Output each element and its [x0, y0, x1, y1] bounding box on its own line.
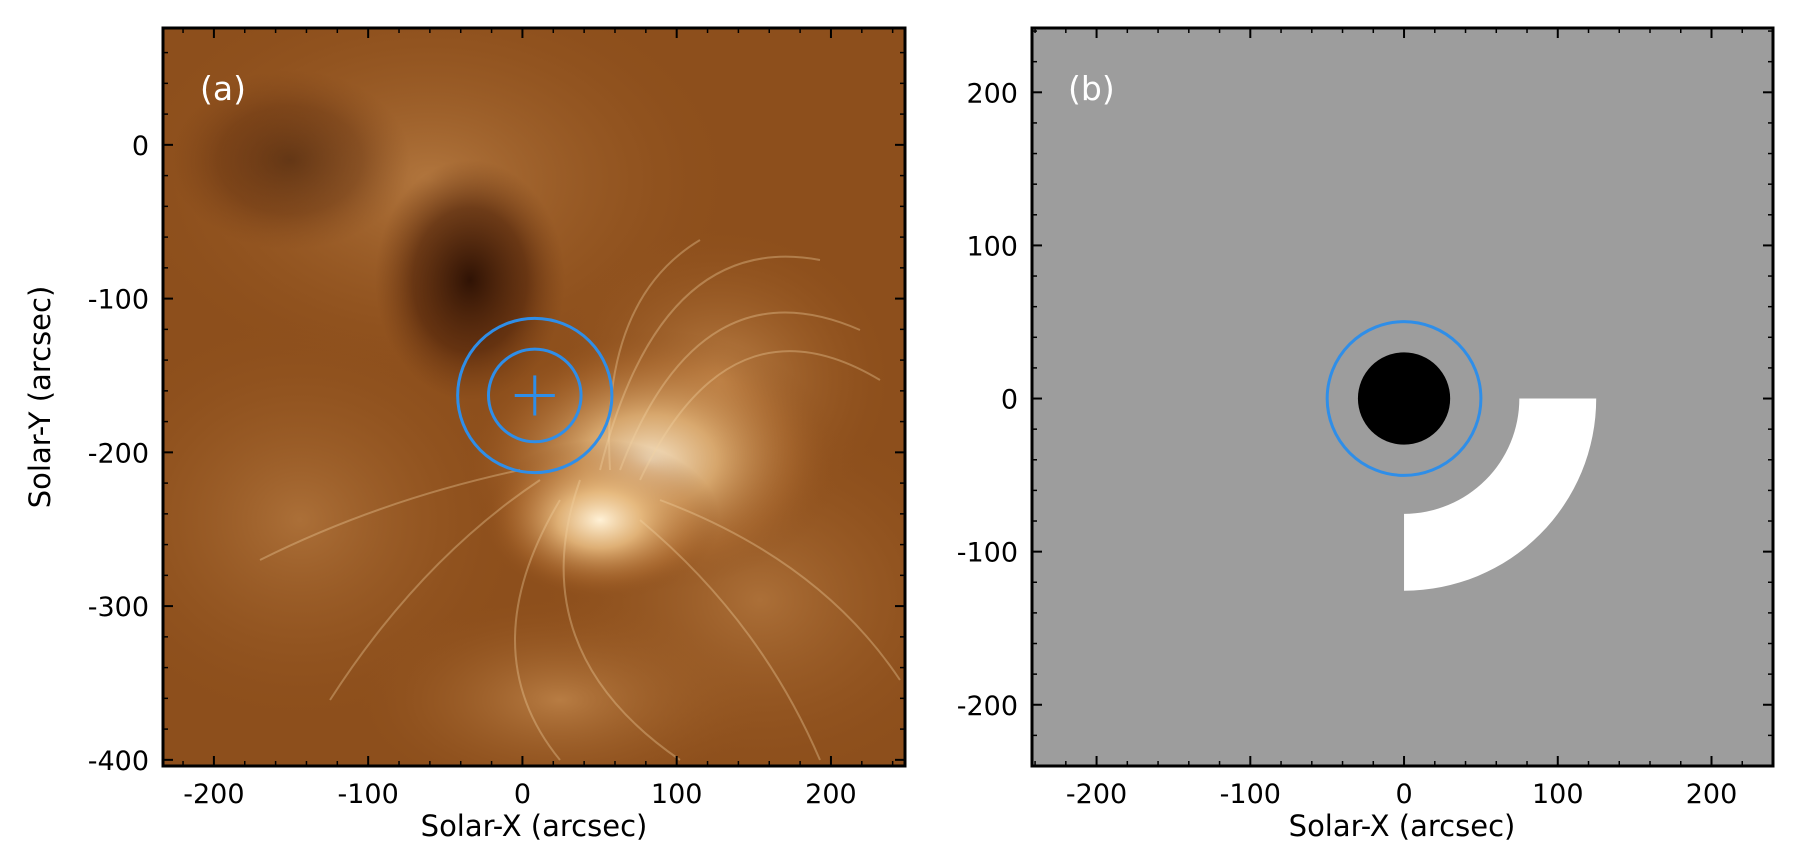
panel-b: -200 -100 0 100 200 200 100 0 -100 -200 (b) Solar…: [957, 26, 1775, 843]
x-tick-label: -200: [183, 779, 244, 810]
plot-frame-b: [1030, 26, 1775, 768]
x-tick-label: 0: [514, 779, 531, 810]
outer-circle-overlay: [456, 316, 614, 475]
panel-label-b: (b): [1068, 69, 1115, 108]
x-axis-label-a: Solar-X (arcsec): [421, 809, 648, 843]
y-tick-label: 0: [132, 131, 149, 162]
y-tick-label: -100: [957, 538, 1018, 569]
y-tick-label: 100: [966, 231, 1018, 262]
white-annulus-sector: [1404, 398, 1597, 591]
x-tick-label: -200: [1066, 779, 1127, 810]
coronal-image: [163, 28, 905, 766]
black-disk: [1357, 352, 1451, 445]
x-tick-label: 0: [1395, 779, 1412, 810]
x-axis-label-b: Solar-X (arcsec): [1289, 809, 1516, 843]
plot-frame-a: [161, 26, 907, 768]
y-tick-label: -100: [88, 285, 149, 316]
y-tick-label: -200: [88, 438, 149, 469]
circle-overlay-b: [1325, 320, 1483, 477]
x-tick-label: 100: [1532, 779, 1584, 810]
x-tick-label: 200: [1686, 779, 1738, 810]
inner-circle-overlay: [486, 347, 583, 444]
ticks-a: -200 -100 0 100 200 0 -100 -200 -300 -400: [88, 28, 905, 810]
panel-a: -200 -100 0 100 200 0 -100 -200 -300 -400 (a) Sol…: [23, 26, 907, 843]
x-tick-label: 200: [805, 779, 857, 810]
y-tick-label: 0: [1001, 385, 1018, 416]
y-tick-label: 200: [966, 78, 1018, 109]
panel-label-a: (a): [200, 69, 246, 108]
y-tick-label: -200: [957, 691, 1018, 722]
ticks-b: -200 -100 0 100 200 200 100 0 -100 -200: [957, 28, 1774, 810]
y-axis-label-a: Solar-Y (arcsec): [23, 286, 57, 509]
y-tick-label: -300: [88, 592, 149, 623]
y-tick-label: -400: [88, 746, 149, 777]
x-tick-label: -100: [1220, 779, 1281, 810]
x-tick-label: -100: [338, 779, 399, 810]
x-tick-label: 100: [651, 779, 703, 810]
